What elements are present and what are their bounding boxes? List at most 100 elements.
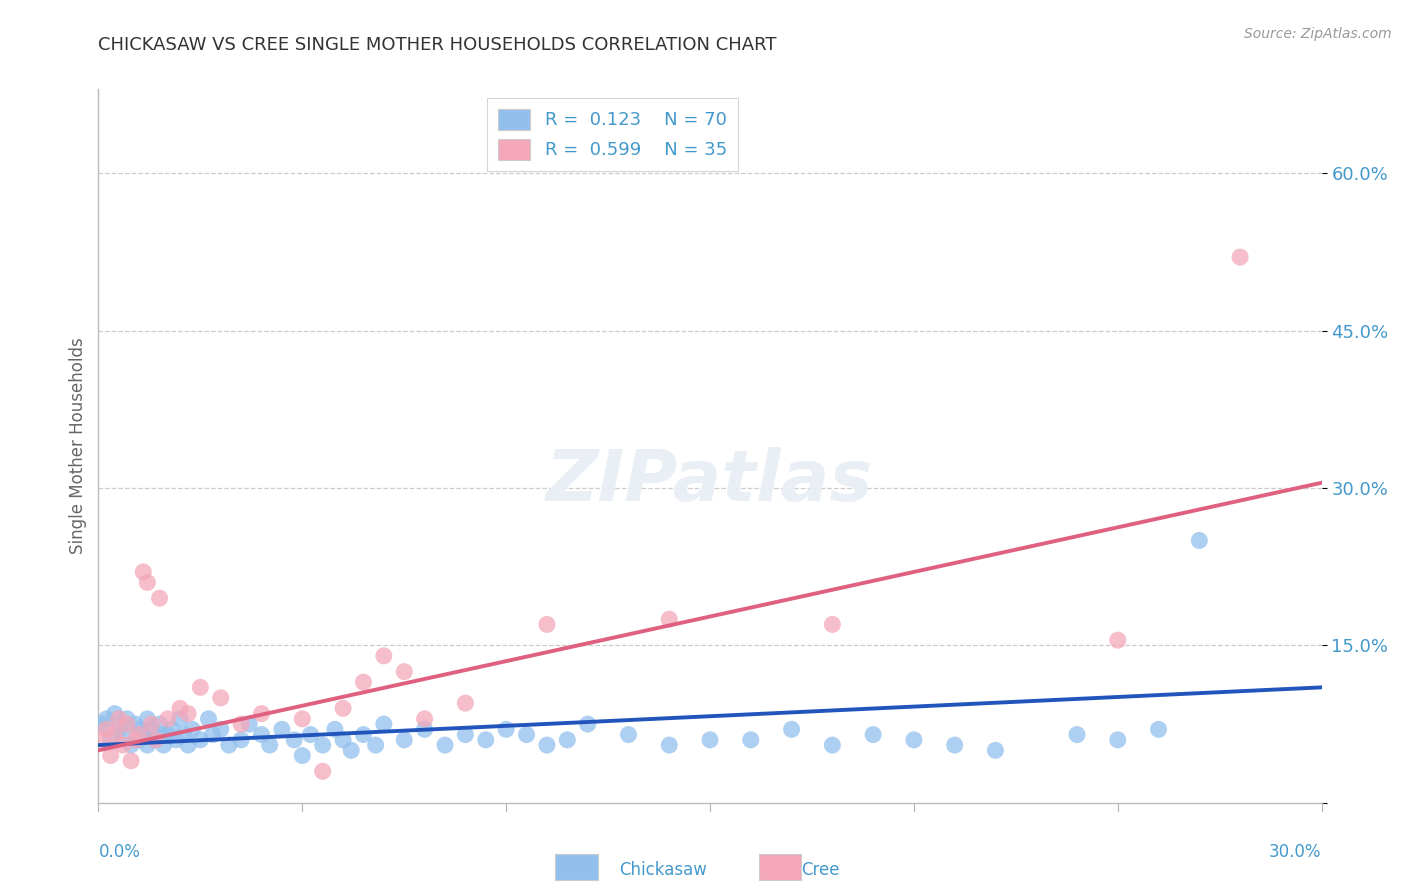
Point (617, 728, 640, 742)
Text: 30.0%: 30.0% (1270, 843, 1322, 861)
Point (91, 717, 114, 731)
Point (291, 748, 314, 763)
Point (108, 723, 131, 737)
Point (1107, 732, 1129, 747)
Point (576, 717, 599, 731)
Point (104, 706, 127, 721)
Point (169, 701, 191, 715)
Point (197, 712, 219, 726)
Point (373, 648, 395, 663)
Point (413, 723, 436, 737)
Text: ZIPatlas: ZIPatlas (547, 447, 873, 516)
Point (218, 738, 240, 752)
Point (91, 732, 114, 747)
Point (136, 575, 159, 590)
Point (536, 738, 558, 752)
Point (141, 723, 163, 737)
Point (201, 728, 224, 742)
Point (259, 738, 281, 752)
Point (136, 712, 159, 726)
Point (124, 732, 146, 747)
Point (332, 701, 354, 715)
Point (312, 764, 335, 779)
Point (96, 723, 118, 737)
Point (1188, 533, 1211, 548)
Point (392, 732, 416, 747)
Point (555, 732, 579, 747)
Point (1066, 728, 1088, 742)
Point (238, 717, 260, 731)
Text: 0.0%: 0.0% (98, 843, 141, 861)
Point (188, 732, 212, 747)
Point (340, 743, 363, 757)
Point (156, 712, 179, 726)
Point (821, 617, 844, 632)
Point (177, 706, 200, 721)
Point (108, 712, 131, 726)
Point (100, 748, 122, 763)
Point (169, 712, 191, 726)
Point (373, 717, 395, 731)
Point (323, 723, 346, 737)
Point (658, 612, 681, 626)
Point (536, 617, 558, 632)
Text: CHICKASAW VS CREE SINGLE MOTHER HOUSEHOLDS CORRELATION CHART: CHICKASAW VS CREE SINGLE MOTHER HOUSEHOL… (98, 36, 778, 54)
Point (209, 690, 232, 705)
Point (474, 732, 498, 747)
Point (149, 591, 172, 606)
Point (291, 712, 314, 726)
Point (780, 723, 803, 737)
Point (124, 717, 146, 731)
Point (699, 732, 721, 747)
Legend: R =  0.123    N = 70, R =  0.599    N = 35: R = 0.123 N = 70, R = 0.599 N = 35 (486, 98, 738, 170)
Point (152, 738, 174, 752)
Point (312, 738, 335, 752)
Point (454, 696, 477, 710)
Point (132, 728, 155, 742)
Point (141, 717, 163, 731)
Point (115, 712, 138, 726)
Point (1147, 723, 1170, 737)
Text: Source: ZipAtlas.com: Source: ZipAtlas.com (1244, 27, 1392, 41)
Point (160, 723, 183, 737)
Point (516, 728, 538, 742)
Point (111, 728, 134, 742)
Point (821, 738, 844, 752)
Point (352, 728, 374, 742)
Point (862, 728, 884, 742)
Point (128, 723, 150, 737)
Point (270, 723, 294, 737)
Point (740, 732, 762, 747)
Point (332, 732, 354, 747)
Point (156, 728, 179, 742)
Point (132, 565, 155, 579)
Point (352, 675, 374, 690)
Point (181, 723, 204, 737)
Point (984, 743, 1007, 757)
Point (658, 738, 681, 752)
Point (177, 738, 200, 752)
Point (1229, 250, 1251, 264)
Point (434, 738, 457, 752)
Point (128, 728, 150, 742)
Y-axis label: Single Mother Households: Single Mother Households (69, 338, 87, 554)
Point (413, 712, 436, 726)
Point (100, 732, 122, 747)
Point (231, 732, 253, 747)
Point (250, 706, 273, 721)
Point (209, 723, 232, 737)
Point (104, 728, 127, 742)
Point (120, 738, 142, 752)
Point (136, 738, 159, 752)
Point (364, 738, 387, 752)
Point (1107, 633, 1129, 648)
Point (111, 738, 134, 752)
Point (392, 665, 416, 679)
Point (903, 732, 925, 747)
Point (96, 712, 118, 726)
Point (299, 728, 322, 742)
Point (188, 681, 212, 695)
Point (149, 717, 172, 731)
Point (943, 738, 966, 752)
Text: Cree: Cree (801, 861, 839, 879)
